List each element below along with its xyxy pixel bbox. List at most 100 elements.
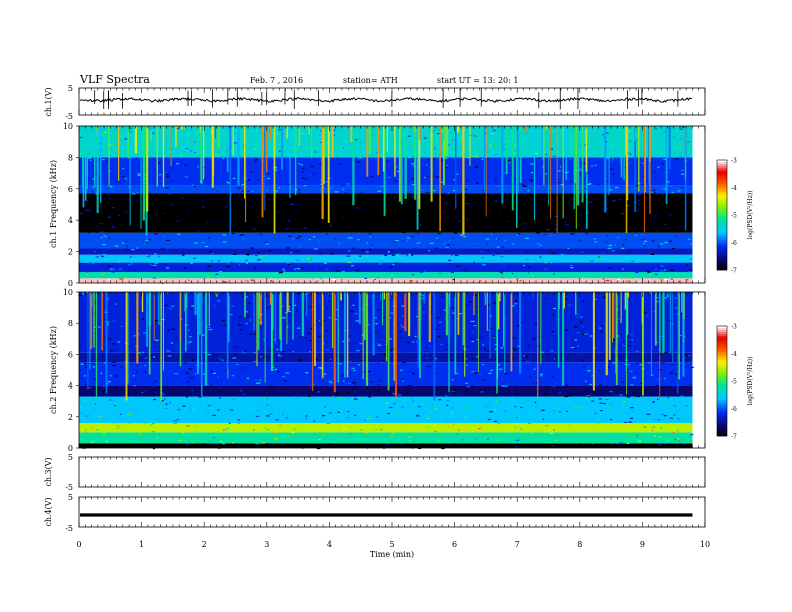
- ch2-spec-speckle: [529, 325, 532, 327]
- ch1-spec-speckle: [208, 237, 211, 239]
- ch1-spec-streak: [524, 126, 527, 132]
- ch2-spec-speckle: [629, 375, 633, 377]
- ch1-spec-speckle: [504, 172, 507, 174]
- ch1-spec-speckle: [308, 261, 311, 263]
- ch2-spec-speckle: [623, 421, 628, 423]
- ch2-spec-streak: [253, 292, 255, 331]
- ch2-spec-speckle: [630, 407, 634, 409]
- ch1-spec-speckle: [669, 240, 672, 242]
- ch2-spec-speckle: [328, 380, 332, 383]
- ch1-spec-speckle: [395, 201, 398, 203]
- ch2-spec-speckle: [591, 375, 595, 377]
- ch2-spec-speckle: [382, 359, 384, 361]
- ch1-spec-speckle: [465, 203, 469, 205]
- ch1-spec-speckle: [536, 232, 540, 234]
- ch1-spec-speckle: [103, 235, 106, 237]
- ch2-spec-speckle: [210, 370, 214, 373]
- ch2-spec-speckle: [319, 402, 322, 404]
- ch2-spec-speckle: [568, 304, 572, 306]
- ch2-spec-speckle: [655, 296, 659, 299]
- ch2-spec-speckle: [441, 296, 445, 298]
- ch2-colorbar-swatch: [717, 348, 727, 351]
- ch2-spec-speckle: [383, 446, 386, 448]
- ch1-spec-speckle: [535, 227, 540, 229]
- ch1-spec-streak: [610, 126, 612, 140]
- ch1-spec-speckle: [101, 138, 105, 140]
- ch2-spec-speckle: [559, 391, 562, 393]
- ch1-spec-speckle: [197, 230, 200, 232]
- ch1-spec-speckle: [231, 232, 234, 234]
- ch2-spec-speckle: [532, 421, 537, 423]
- ch2-spec-speckle: [436, 317, 439, 319]
- ch2-spec-speckle: [290, 296, 292, 298]
- ch1-spec-speckle: [371, 175, 373, 178]
- ch2-spec-speckle: [376, 389, 381, 391]
- ch1-spec-speckle: [102, 253, 106, 256]
- ch1-spec-speckle: [434, 148, 436, 150]
- ch1-spec-speckle: [461, 139, 463, 141]
- ch1-spec-streak: [84, 126, 86, 134]
- ch2-spec-streak: [314, 292, 316, 367]
- ch2-spec-speckle: [473, 425, 476, 427]
- ch1-colorbar-swatch: [717, 250, 727, 253]
- ch2-spec-speckle: [689, 383, 692, 385]
- ch1-spec-speckle: [663, 158, 667, 161]
- ch1-spec-speckle: [94, 174, 98, 176]
- ch2-spec-speckle: [348, 433, 352, 435]
- ch2-spec-speckle: [392, 323, 394, 325]
- ch1-spec-speckle: [507, 198, 509, 201]
- ch2-spec-speckle: [108, 338, 112, 340]
- ch1-spec-speckle: [621, 247, 625, 250]
- ch2-spec-speckle: [263, 410, 267, 412]
- ch2-spec-speckle: [652, 311, 656, 313]
- ch2-spec-speckle: [469, 301, 472, 303]
- ch1-spec-streak: [533, 126, 536, 220]
- ch2-spec-speckle: [109, 375, 113, 377]
- ch2-spec-speckle: [247, 304, 249, 306]
- ch1-spec-speckle: [184, 156, 187, 158]
- ch2-spec-speckle: [630, 432, 634, 434]
- ch1-spec-speckle: [563, 276, 567, 278]
- ch1-spec-speckle: [382, 269, 385, 271]
- ch2-spec-speckle: [449, 394, 451, 396]
- ch1-spec-speckle: [143, 178, 147, 180]
- ch2-colorbar-swatch: [717, 328, 727, 331]
- ch1-spec-speckle: [552, 155, 556, 157]
- ch2-spec-speckle: [356, 342, 359, 344]
- ch1-spec-speckle: [311, 192, 314, 194]
- ch1-spec-speckle: [528, 179, 532, 181]
- ch2-colorbar-swatch: [717, 338, 727, 341]
- ch2-spec-speckle: [228, 422, 231, 424]
- ch2-spec-speckle: [232, 442, 234, 444]
- ch1-spec-speckle: [125, 277, 128, 279]
- ch2-spec-speckle: [444, 317, 447, 319]
- ch2-spec-speckle: [603, 402, 606, 405]
- ch2-spec-speckle: [622, 381, 624, 383]
- ch2-spec-speckle: [438, 299, 440, 302]
- ch1-spec-streak: [162, 126, 165, 187]
- ch2-spec-streak: [445, 292, 448, 336]
- ch1-spec-speckle: [398, 221, 402, 223]
- ch1-spec-speckle: [132, 229, 134, 231]
- ch1-spec-speckle: [672, 136, 676, 138]
- ch1-spec-speckle: [203, 178, 206, 180]
- ch1-spec-speckle: [642, 245, 646, 247]
- ch1-spec-speckle: [506, 220, 511, 223]
- ch1-spec-speckle: [419, 271, 424, 274]
- ch1-spec-speckle: [644, 250, 646, 252]
- ch2-spec-speckle: [83, 400, 87, 402]
- ch2-colorbar-swatch: [717, 394, 727, 397]
- ch1-spec-speckle: [107, 265, 111, 267]
- ch2-spec-speckle: [430, 441, 432, 443]
- ch2-spec-speckle: [504, 385, 508, 387]
- ch2-spec-speckle: [188, 336, 193, 338]
- ch2-spec-speckle: [254, 379, 258, 381]
- ch2-spec-streak: [127, 292, 129, 384]
- ch2-spec-speckle: [190, 377, 191, 379]
- ch1-spec-speckle: [605, 279, 610, 282]
- ch1-spec-ytick-label: 4: [68, 216, 73, 225]
- ch2-spec-streak: [519, 292, 522, 374]
- ch1-spec-speckle: [464, 157, 466, 159]
- ch1-spec-speckle: [664, 241, 668, 244]
- ch2-spec-speckle: [334, 435, 338, 437]
